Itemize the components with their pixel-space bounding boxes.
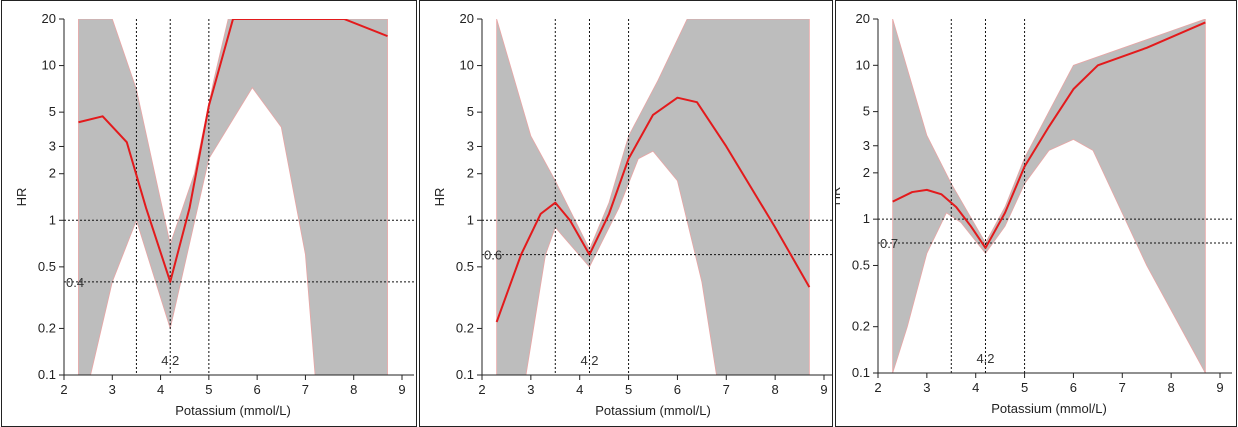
x-tick-label: 9 <box>820 382 827 397</box>
x-tick-label: 4 <box>157 382 164 397</box>
confidence-band <box>892 19 1206 373</box>
x-tick-label: 6 <box>254 382 261 397</box>
x-axis-label: Potassium (mmol/L) <box>175 403 291 418</box>
x-tick-label: 8 <box>1168 380 1175 395</box>
y-tick-label: 3 <box>467 138 474 153</box>
chart-panel-3: 0.1 0.2 0.5 1 2 3 5 10 20 2 3 4 5 6 7 8 9 Potassium (mmol… <box>835 0 1237 427</box>
x-tick-label: 5 <box>1021 380 1028 395</box>
y-tick-label: 3 <box>49 138 56 153</box>
y-tick-label: 5 <box>467 104 474 119</box>
k-min-annotation: 4.2 <box>580 353 598 368</box>
y-tick-label: 0.5 <box>456 259 474 274</box>
y-tick-label: 0.2 <box>456 320 474 335</box>
x-tick-label: 9 <box>398 382 405 397</box>
y-axis-label: HR <box>432 188 447 207</box>
hr-curve <box>892 21 1206 249</box>
y-axis-label: HR <box>836 187 843 206</box>
y-tick-label: 2 <box>49 166 56 181</box>
y-tick-label: 2 <box>467 166 474 181</box>
confidence-band <box>78 19 388 375</box>
x-tick-label: 8 <box>772 382 779 397</box>
x-tick-label: 2 <box>874 380 881 395</box>
x-tick-label: 2 <box>478 382 485 397</box>
x-tick-label: 4 <box>576 382 583 397</box>
x-axis-label: Potassium (mmol/L) <box>595 403 711 418</box>
hr-min-annotation: 0.6 <box>484 248 502 263</box>
x-tick-label: 5 <box>205 382 212 397</box>
k-min-annotation: 4.2 <box>161 353 179 368</box>
y-tick-label: 10 <box>856 57 870 72</box>
y-tick-label: 5 <box>863 104 870 119</box>
chart-svg-1: 0.1 0.2 0.5 1 2 3 5 10 20 2 3 4 5 6 7 8 9 Potassium (mmol… <box>14 11 414 418</box>
x-tick-label: 3 <box>109 382 116 397</box>
k-min-annotation: 4.2 <box>976 351 994 366</box>
y-tick-label: 20 <box>460 11 474 26</box>
x-tick-label: 4 <box>972 380 979 395</box>
x-tick-label: 9 <box>1216 380 1223 395</box>
y-tick-label: 1 <box>863 211 870 226</box>
y-tick-label: 20 <box>42 11 56 26</box>
x-axis-label: Potassium (mmol/L) <box>991 401 1107 416</box>
x-tick-label: 5 <box>625 382 632 397</box>
y-tick-label: 5 <box>49 104 56 119</box>
chart-panel-2: 0.1 0.2 0.5 1 2 3 5 10 20 2 3 4 5 6 7 8 9 Potassium (mmol… <box>419 0 833 427</box>
y-tick-label: 0.2 <box>38 320 56 335</box>
y-axis-label: HR <box>14 188 29 207</box>
y-tick-label: 1 <box>49 212 56 227</box>
x-tick-label: 3 <box>527 382 534 397</box>
y-tick-label: 0.5 <box>38 259 56 274</box>
hr-min-annotation: 0.7 <box>880 236 898 251</box>
y-tick-label: 0.2 <box>852 319 870 334</box>
y-tick-label: 2 <box>863 165 870 180</box>
chart-panel-1: 0.1 0.2 0.5 1 2 3 5 10 20 2 3 4 5 6 7 8 9 Potassium (mmol… <box>1 0 417 427</box>
chart-svg-2: 0.1 0.2 0.5 1 2 3 5 10 20 2 3 4 5 6 7 8 9 Potassium (mmol… <box>432 11 832 418</box>
hr-curve <box>495 96 811 323</box>
x-tick-label: 6 <box>1070 380 1077 395</box>
x-tick-label: 2 <box>60 382 67 397</box>
y-tick-label: 0.1 <box>456 367 474 382</box>
x-tick-label: 6 <box>674 382 681 397</box>
x-tick-label: 7 <box>302 382 309 397</box>
x-tick-label: 8 <box>350 382 357 397</box>
y-tick-label: 0.1 <box>38 367 56 382</box>
confidence-band <box>496 19 810 375</box>
y-tick-label: 0.1 <box>852 365 870 380</box>
chart-svg-3: 0.1 0.2 0.5 1 2 3 5 10 20 2 3 4 5 6 7 8 9 Potassium (mmol… <box>836 11 1232 416</box>
x-tick-label: 7 <box>1119 380 1126 395</box>
x-tick-label: 3 <box>923 380 930 395</box>
y-tick-label: 20 <box>856 11 870 26</box>
y-tick-label: 10 <box>42 58 56 73</box>
x-tick-label: 7 <box>723 382 730 397</box>
hr-curve <box>78 19 388 283</box>
y-tick-label: 1 <box>467 212 474 227</box>
y-tick-label: 10 <box>460 58 474 73</box>
hr-min-annotation: 0.4 <box>66 275 84 290</box>
y-tick-label: 0.5 <box>852 257 870 272</box>
y-tick-label: 3 <box>863 138 870 153</box>
